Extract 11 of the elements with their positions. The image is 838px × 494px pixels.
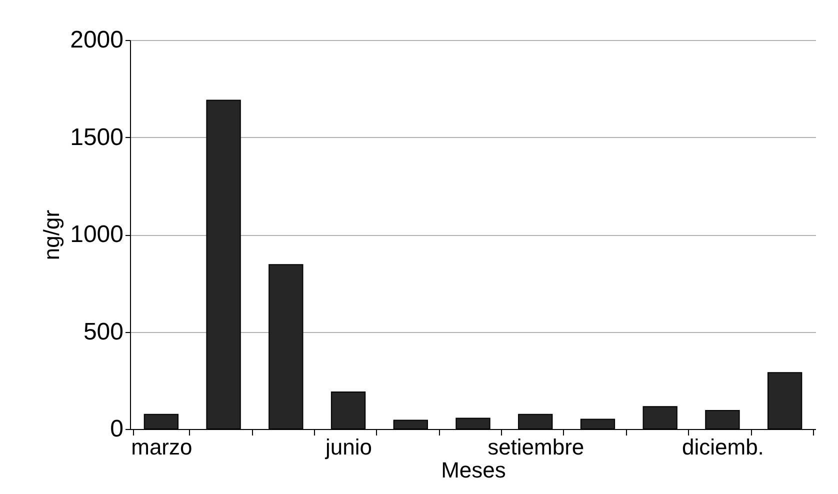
y-axis-title: ng/gr <box>39 210 64 260</box>
x-tick-label: marzo <box>131 434 192 460</box>
y-tick-label: 1500 <box>70 124 124 151</box>
x-tick-label: junio <box>324 434 372 460</box>
x-tick-label: diciemb. <box>682 434 764 460</box>
y-tick-label: 0 <box>110 416 124 442</box>
x-axis-title: Meses <box>441 458 506 482</box>
y-tick-label: 1000 <box>70 221 124 248</box>
x-tick-label: setiembre <box>488 434 584 460</box>
y-tick-label: 2000 <box>70 26 124 54</box>
y-tick-label: 500 <box>83 318 124 346</box>
